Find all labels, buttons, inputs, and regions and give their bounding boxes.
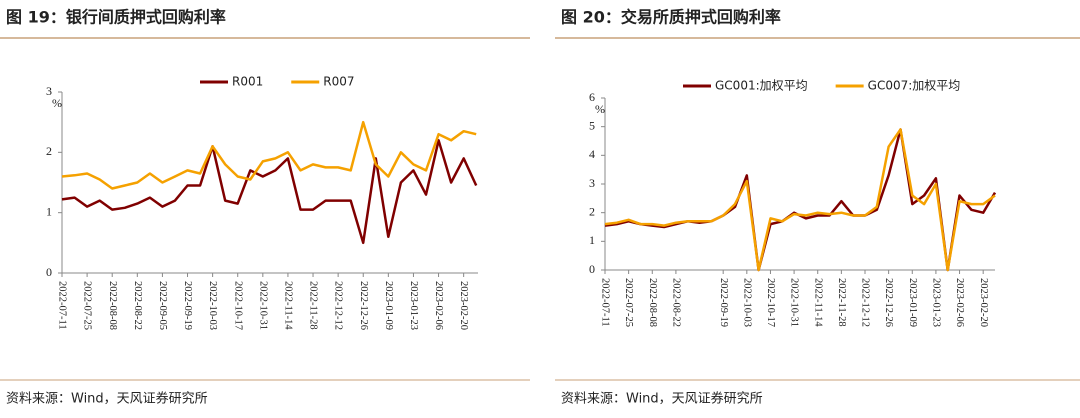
y-unit: % [595, 102, 605, 116]
legend-label: R007 [323, 75, 354, 89]
x-tick-label: 2022-11-28 [836, 278, 847, 327]
series-line [61, 139, 478, 245]
x-tick-label: 2022-11-28 [308, 281, 319, 330]
x-tick-label: 2022-10-31 [257, 281, 268, 330]
legend-label: GC001:加权平均 [715, 79, 808, 93]
x-tick-label: 2022-08-08 [647, 278, 658, 327]
legend-label: GC007:加权平均 [868, 79, 961, 93]
y-tick-label: 2 [46, 144, 52, 158]
panel-title: 图 19：银行间质押式回购利率 [6, 8, 226, 27]
x-tick-label: 2023-02-06 [433, 281, 444, 330]
x-tick-label: 2022-12-12 [333, 281, 344, 330]
x-tick-label: 2022-07-25 [82, 281, 93, 330]
y-tick-label: 0 [589, 262, 595, 276]
x-tick-label: 2022-10-03 [741, 278, 752, 327]
source: 资料来源：Wind，天风证券研究所 [561, 391, 763, 407]
x-tick-label: 2022-08-08 [107, 281, 118, 330]
x-tick-label: 2022-11-14 [283, 281, 294, 330]
legend-label: R001 [232, 75, 263, 89]
y-tick-label: 2 [589, 204, 595, 218]
x-tick-label: 2022-12-26 [358, 281, 369, 330]
y-tick-label: 5 [589, 118, 595, 132]
y-tick-label: 1 [589, 233, 595, 247]
y-unit: % [52, 96, 62, 110]
series-line [61, 120, 477, 190]
x-tick-label: 2022-09-19 [718, 278, 729, 327]
series-line [604, 128, 996, 272]
x-tick-label: 2022-10-03 [207, 281, 218, 330]
source: 资料来源：Wind，天风证券研究所 [6, 391, 208, 407]
x-tick-label: 2023-01-23 [408, 281, 419, 330]
x-tick-label: 2022-07-11 [57, 281, 68, 330]
x-tick-label: 2022-10-17 [765, 278, 776, 327]
x-tick-label: 2022-12-26 [883, 278, 894, 327]
x-tick-label: 2023-01-23 [931, 278, 942, 327]
series-line [604, 128, 997, 272]
y-tick-label: 3 [589, 176, 595, 190]
x-tick-label: 2022-07-25 [623, 278, 634, 327]
x-tick-label: 2022-08-22 [671, 278, 682, 327]
x-tick-label: 2023-01-09 [383, 281, 394, 330]
x-tick-label: 2022-10-17 [232, 281, 243, 330]
panel-title: 图 20：交易所质押式回购利率 [561, 8, 781, 27]
x-tick-label: 2022-07-11 [600, 278, 611, 327]
x-tick-label: 2023-01-09 [907, 278, 918, 327]
y-tick-label: 0 [46, 265, 52, 279]
x-tick-label: 2022-11-14 [812, 278, 823, 327]
y-tick-label: 3 [46, 84, 52, 98]
x-tick-label: 2022-09-19 [182, 281, 193, 330]
x-tick-label: 2022-08-22 [132, 281, 143, 330]
x-tick-label: 2022-09-05 [157, 281, 168, 330]
x-tick-label: 2023-02-20 [458, 281, 469, 330]
x-tick-label: 2023-02-06 [954, 278, 965, 327]
y-tick-label: 4 [589, 147, 595, 161]
x-tick-label: 2022-12-12 [860, 278, 871, 327]
x-tick-label: 2023-02-20 [978, 278, 989, 327]
y-tick-label: 6 [589, 90, 595, 104]
y-tick-label: 1 [46, 204, 52, 218]
x-tick-label: 2022-10-31 [789, 278, 800, 327]
